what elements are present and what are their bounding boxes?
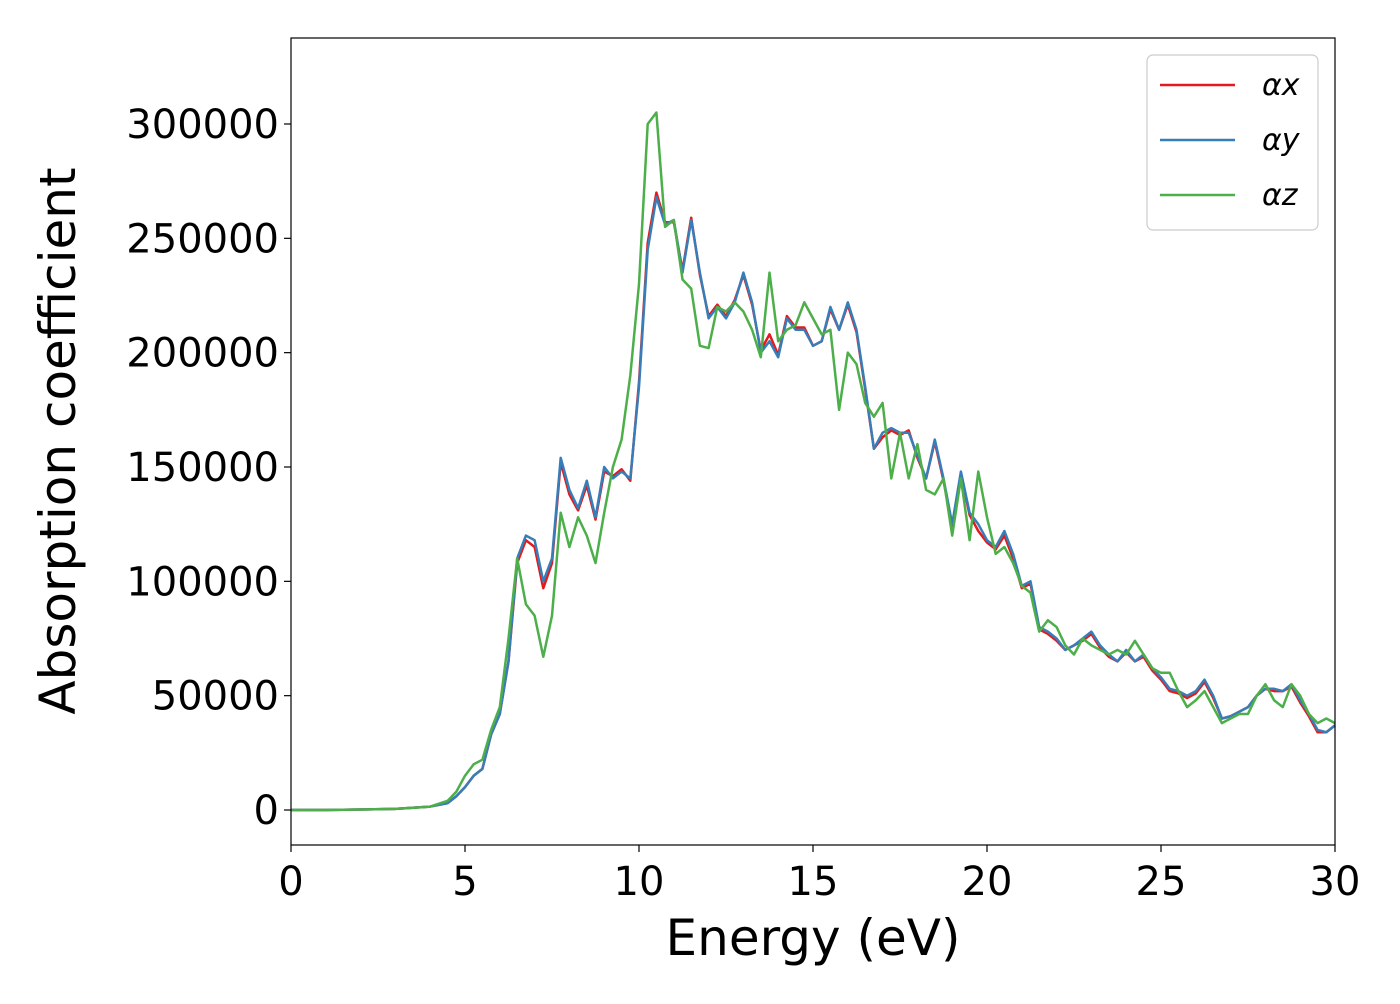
y-tick-label: 300000	[126, 102, 279, 148]
x-tick-label: 10	[614, 859, 665, 905]
x-tick-label: 20	[962, 859, 1013, 905]
line-series	[291, 111, 1336, 812]
y-axis-label: Absorption coefficient	[29, 167, 87, 714]
y-tick-label: 100000	[126, 559, 279, 605]
y-tick-label: 50000	[152, 674, 279, 720]
x-tick-label: 15	[788, 859, 839, 905]
x-tick-label: 25	[1136, 859, 1187, 905]
y-tick-label: 0	[254, 788, 279, 834]
y-tick-label: 250000	[126, 216, 279, 262]
legend-label: αy	[1262, 123, 1301, 158]
plot-area	[291, 111, 1336, 812]
x-tick-label: 5	[452, 859, 477, 905]
x-tick-label: 30	[1310, 859, 1361, 905]
legend-label: αz	[1262, 178, 1299, 213]
legend-label: αx	[1262, 68, 1300, 103]
y-tick-label: 200000	[126, 331, 279, 377]
y-tick-label: 150000	[126, 445, 279, 491]
x-axis-label: Energy (eV)	[666, 909, 961, 967]
x-tick-label: 0	[278, 859, 303, 905]
legend-box	[1146, 54, 1319, 231]
